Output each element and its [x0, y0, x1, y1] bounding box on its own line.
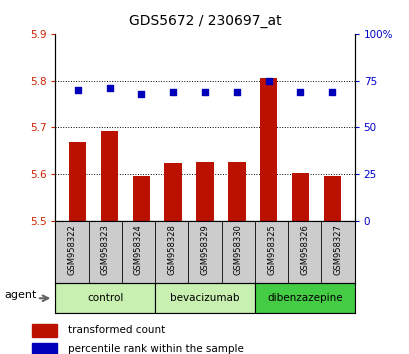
Point — [169, 89, 176, 95]
Point — [106, 85, 112, 91]
Text: GSM958329: GSM958329 — [200, 224, 209, 275]
Text: GSM958325: GSM958325 — [266, 224, 275, 275]
FancyBboxPatch shape — [55, 283, 155, 313]
Point — [233, 89, 240, 95]
Point — [328, 89, 335, 95]
Point — [265, 78, 271, 83]
Bar — [196, 162, 213, 221]
Bar — [227, 162, 245, 221]
Text: dibenzazepine: dibenzazepine — [266, 293, 342, 303]
Point — [297, 89, 303, 95]
Text: GSM958330: GSM958330 — [233, 224, 242, 275]
Bar — [132, 176, 150, 221]
Text: GSM958328: GSM958328 — [167, 224, 176, 275]
Bar — [323, 176, 340, 221]
Bar — [31, 343, 57, 354]
Bar — [291, 173, 308, 221]
Text: control: control — [87, 293, 123, 303]
Bar — [101, 131, 118, 221]
FancyBboxPatch shape — [254, 283, 354, 313]
Bar — [31, 324, 57, 337]
Point — [138, 91, 144, 97]
Text: GSM958324: GSM958324 — [134, 224, 143, 275]
Point — [201, 89, 208, 95]
FancyBboxPatch shape — [155, 283, 254, 313]
Text: bevacizumab: bevacizumab — [170, 293, 239, 303]
Text: GSM958322: GSM958322 — [67, 224, 76, 275]
Bar — [259, 78, 277, 221]
Text: GDS5672 / 230697_at: GDS5672 / 230697_at — [128, 14, 281, 28]
Text: transformed count: transformed count — [68, 325, 165, 336]
Text: GSM958327: GSM958327 — [333, 224, 342, 275]
Point — [74, 87, 81, 93]
Text: agent: agent — [4, 290, 36, 300]
Text: GSM958323: GSM958323 — [101, 224, 110, 275]
Text: percentile rank within the sample: percentile rank within the sample — [68, 344, 244, 354]
Bar — [164, 162, 182, 221]
Text: GSM958326: GSM958326 — [299, 224, 308, 275]
Bar — [69, 142, 86, 221]
